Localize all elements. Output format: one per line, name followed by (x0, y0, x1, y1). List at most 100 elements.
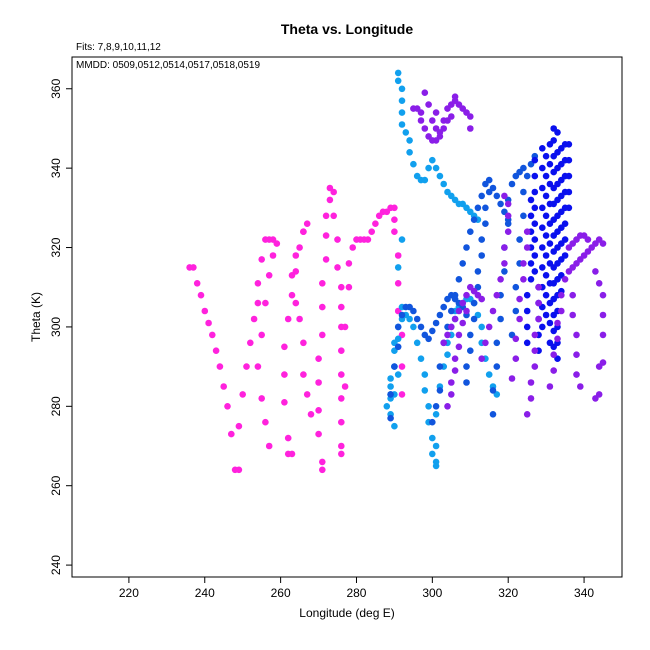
data-point (569, 291, 576, 299)
data-point (478, 252, 486, 259)
data-point (463, 244, 470, 251)
data-point (432, 442, 440, 450)
data-point (330, 188, 338, 196)
data-point (440, 180, 448, 188)
data-point (542, 192, 550, 200)
data-point (485, 323, 493, 331)
data-point (429, 156, 436, 164)
data-point (565, 156, 573, 164)
data-point (535, 299, 542, 307)
plot-frame (71, 56, 623, 578)
data-point (319, 303, 326, 311)
data-point (410, 323, 417, 331)
data-point (493, 363, 501, 370)
data-point (315, 430, 322, 438)
data-point (315, 355, 322, 363)
data-point (470, 315, 478, 323)
data-point (531, 220, 539, 227)
y-tick-label: 360 (49, 78, 63, 98)
data-point (463, 363, 470, 370)
data-point (523, 411, 531, 418)
data-point (413, 315, 421, 323)
data-point (527, 379, 535, 386)
data-point (595, 391, 603, 398)
data-point (504, 200, 512, 208)
data-point (550, 137, 557, 144)
data-point (565, 188, 573, 196)
data-point (417, 323, 425, 331)
data-point (565, 172, 573, 180)
data-point (455, 343, 463, 351)
data-point (493, 339, 501, 347)
data-point (451, 315, 459, 323)
data-point (300, 339, 307, 347)
data-point (531, 188, 539, 196)
data-point (398, 311, 406, 319)
data-point (448, 307, 455, 315)
data-point (448, 113, 455, 120)
data-point (531, 156, 539, 164)
data-point (190, 264, 197, 271)
data-point (281, 343, 288, 351)
chart-annotation: MMDD: 0509,0512,0514,0517,0518,0519 (76, 60, 260, 71)
data-point (516, 315, 523, 323)
data-point (307, 411, 315, 418)
data-point (554, 335, 561, 343)
x-axis: 220 240 260 280 300 320 340 (119, 577, 594, 600)
data-point (345, 283, 353, 291)
data-point (531, 268, 539, 275)
data-point (205, 319, 212, 327)
data-point (341, 323, 349, 331)
data-point (493, 192, 501, 200)
data-point (599, 331, 607, 339)
data-point (417, 355, 425, 363)
data-point (398, 97, 406, 104)
data-point (417, 109, 425, 116)
data-point (440, 303, 448, 311)
data-point (531, 331, 539, 339)
data-point (322, 212, 330, 220)
data-point (478, 295, 486, 303)
data-point (546, 319, 554, 327)
data-point (508, 375, 516, 382)
data-point (193, 280, 201, 287)
data-point (387, 383, 394, 390)
data-point (561, 236, 569, 243)
data-point (512, 283, 520, 291)
data-point (527, 196, 535, 204)
data-point (300, 371, 307, 378)
data-point (504, 220, 512, 227)
data-point (444, 331, 451, 339)
y-tick-label: 300 (49, 317, 63, 337)
data-point (322, 232, 330, 239)
data-point (235, 422, 243, 430)
data-point (262, 418, 269, 426)
data-point (504, 212, 512, 220)
data-point (542, 291, 550, 299)
data-point (531, 252, 539, 259)
x-tick-label: 340 (574, 586, 594, 600)
data-point (531, 347, 539, 355)
data-point (569, 311, 576, 319)
data-point (539, 224, 546, 231)
data-point (467, 347, 474, 355)
data-point (394, 323, 402, 331)
data-point (273, 240, 281, 247)
data-point (220, 383, 227, 390)
data-point (334, 236, 341, 243)
data-point (527, 276, 535, 283)
data-point (429, 418, 436, 426)
data-point (482, 339, 489, 347)
data-point (512, 335, 520, 343)
data-point (436, 363, 444, 370)
data-point (410, 160, 417, 168)
data-point (523, 307, 531, 315)
data-point (467, 113, 474, 120)
data-point (288, 272, 296, 279)
data-point (470, 299, 478, 307)
data-point (436, 311, 444, 319)
data-point (394, 69, 402, 77)
data-point (440, 125, 448, 132)
data-point (523, 291, 531, 299)
data-point (554, 129, 561, 136)
